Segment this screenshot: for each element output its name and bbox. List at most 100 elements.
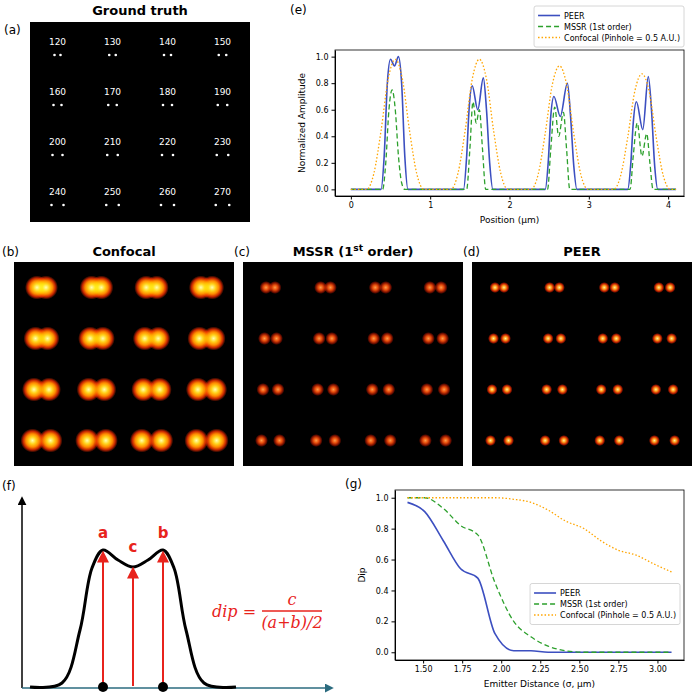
emitter-blob: [381, 332, 394, 345]
y-axis: 0.00.20.40.60.81.0: [376, 491, 396, 661]
panel-title: Ground truth: [92, 3, 188, 18]
formula-bar: [262, 610, 322, 611]
emitter-blob: [665, 282, 676, 293]
emitter-blob: [669, 435, 680, 446]
emitter-blob: [612, 384, 623, 395]
tick-mark: [501, 660, 502, 664]
emitter-dot: [61, 154, 64, 157]
legend-swatch: [534, 592, 556, 594]
tick-label: 0.4: [316, 132, 329, 141]
series-line: [351, 57, 676, 190]
emitter-blob: [145, 276, 169, 300]
tick: 0.8: [316, 79, 335, 88]
diagram-arrow: [102, 553, 104, 686]
emitter-dot: [173, 204, 176, 207]
emitter-blob: [502, 384, 513, 395]
tick-mark: [332, 83, 336, 84]
emitter-blob: [652, 333, 663, 344]
emitter-blob: [420, 383, 433, 396]
tick: 1.0: [316, 53, 335, 62]
tick: 0.4: [316, 132, 335, 141]
line-panel: (e)012340.00.20.40.60.81.0Position (μm)N…: [290, 3, 685, 225]
emitter-blob: [541, 384, 552, 395]
legend-box: [534, 6, 684, 47]
emitter-blob: [422, 332, 435, 345]
x-axis-title: Position (μm): [480, 215, 539, 225]
tick: 1: [428, 196, 433, 210]
diagram-y-axis: [21, 498, 23, 688]
panel-label: (f): [2, 479, 16, 493]
tick-mark: [332, 163, 336, 164]
emitter-blob: [594, 435, 605, 446]
tick: 3.00: [649, 660, 667, 674]
emitter-blob: [325, 332, 338, 345]
panel-label: (d): [463, 245, 480, 259]
emitter-blob: [324, 281, 337, 294]
emitter-blob: [379, 281, 392, 294]
panel-label: (g): [345, 477, 362, 491]
emitter-dot: [163, 54, 166, 57]
tick: 0.6: [316, 106, 335, 115]
diagram-x-axis: [22, 687, 332, 689]
series-line: [407, 502, 671, 652]
emitter-dot: [160, 204, 163, 207]
tick-label: 0.2: [376, 617, 389, 626]
emitter-blob: [149, 429, 173, 453]
emitter-blob: [269, 281, 282, 294]
legend-label: MSSR (1st order): [564, 23, 632, 32]
line-panel: (g)1.501.752.002.252.502.753.000.00.20.4…: [345, 477, 685, 689]
legend-swatch: [534, 614, 556, 615]
diagram-curve: [30, 550, 236, 688]
tick: 1.50: [415, 660, 433, 674]
panel-label: (c): [234, 245, 250, 259]
emitter-blob: [557, 384, 568, 395]
emitter-blob: [487, 384, 498, 395]
tick-label: 0.8: [316, 79, 329, 88]
distance-label: 120: [49, 37, 66, 47]
image-panel: (d)PEER: [463, 244, 692, 466]
emitter-blob: [596, 384, 607, 395]
distance-label: 200: [49, 137, 66, 147]
emitter-blob: [367, 332, 380, 345]
emitter-blob: [258, 332, 271, 345]
figure: (a)Ground truth1201301401501601701801902…: [0, 0, 696, 698]
panel-label: (b): [2, 245, 19, 259]
image-background: [30, 22, 250, 222]
distance-label: 270: [214, 187, 231, 197]
plot-area: [351, 57, 676, 190]
tick: 1.75: [454, 660, 472, 674]
emitter-blob: [364, 434, 377, 447]
emitter-dot: [59, 54, 62, 57]
tick-label: 0.6: [376, 556, 389, 565]
diagram-emitter: [98, 682, 108, 692]
tick-label: 2.00: [493, 665, 511, 674]
emitter-dot: [62, 204, 65, 207]
image-panel: (c)MSSR (1st order): [234, 243, 463, 466]
emitter-blob: [202, 327, 226, 351]
distance-label: 140: [159, 37, 176, 47]
image-area: [243, 262, 463, 466]
emitter-blob: [599, 282, 610, 293]
series-line: [351, 59, 676, 189]
emitter-blob: [34, 276, 58, 300]
emitter-blob: [272, 383, 285, 396]
tick-mark: [332, 110, 336, 111]
tick-mark: [332, 189, 336, 190]
emitter-blob: [554, 282, 565, 293]
tick: 2: [507, 196, 512, 210]
emitter-dot: [171, 104, 174, 107]
emitter-blob: [649, 435, 660, 446]
emitter-blob: [436, 332, 449, 345]
emitter-blob: [558, 435, 569, 446]
image-background: [14, 262, 234, 466]
emitter-blob: [668, 384, 679, 395]
tick-label: 0.0: [376, 648, 389, 657]
tick-label: 2: [507, 201, 512, 210]
image-background: [243, 262, 463, 466]
emitter-dot: [225, 54, 228, 57]
tick-label: 0.6: [316, 106, 329, 115]
emitter-blob: [39, 429, 63, 453]
diagram-arrow: [162, 553, 164, 686]
emitter-blob: [609, 282, 620, 293]
tick-label: 0.4: [376, 587, 389, 596]
